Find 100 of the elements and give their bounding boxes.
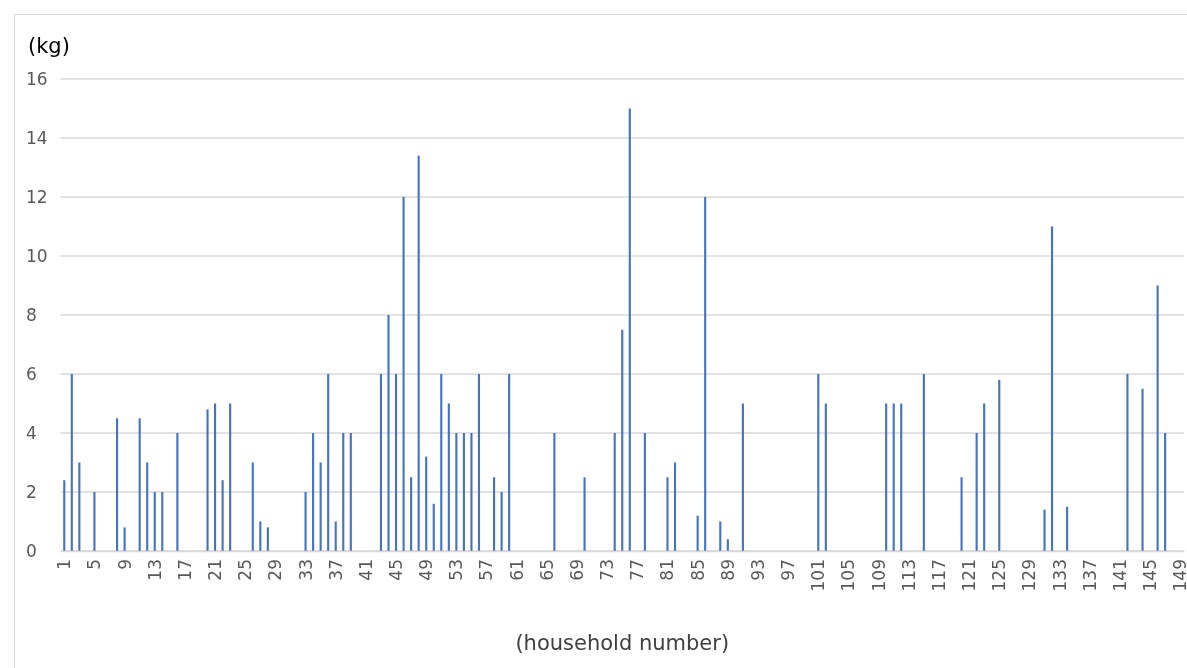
x-tick-label: 5 xyxy=(84,559,105,570)
bar xyxy=(78,462,81,551)
y-tick-label: 4 xyxy=(26,422,37,443)
bar xyxy=(508,374,511,551)
x-tick-label: 77 xyxy=(627,559,648,581)
x-tick-label: 25 xyxy=(235,559,256,581)
bar xyxy=(613,433,616,551)
x-tick-label: 149 xyxy=(1170,559,1187,592)
x-tick-label: 85 xyxy=(687,559,708,581)
bar xyxy=(817,374,820,551)
bar xyxy=(628,108,631,551)
y-axis-title: (kg) xyxy=(28,34,70,58)
bar xyxy=(696,515,699,551)
x-tick-label: 89 xyxy=(717,559,738,581)
y-tick-label: 0 xyxy=(26,540,37,561)
bar xyxy=(334,521,337,551)
bar xyxy=(447,403,450,551)
bar xyxy=(666,477,669,551)
x-tick-label: 145 xyxy=(1140,559,1161,592)
x-tick-label: 137 xyxy=(1079,559,1100,592)
x-tick-label: 125 xyxy=(989,559,1010,592)
bar xyxy=(417,155,420,551)
bar xyxy=(402,197,405,551)
bar xyxy=(922,374,925,551)
bar xyxy=(1066,506,1069,551)
bar xyxy=(304,492,307,551)
bar xyxy=(621,329,624,551)
bar xyxy=(470,433,473,551)
bar xyxy=(259,521,262,551)
bar xyxy=(349,433,352,551)
x-tick-label: 81 xyxy=(657,559,678,581)
x-axis-title: (household number) xyxy=(515,631,730,655)
y-tick-label: 8 xyxy=(26,304,37,325)
bar xyxy=(153,492,156,551)
x-tick-label: 53 xyxy=(446,559,467,581)
bar xyxy=(704,197,707,551)
bar xyxy=(477,374,481,551)
bar xyxy=(1164,433,1167,551)
bar xyxy=(1141,388,1144,551)
bar xyxy=(206,409,209,551)
bar xyxy=(425,456,428,551)
x-tick-label: 109 xyxy=(868,559,889,592)
bar xyxy=(319,462,322,551)
x-tick-label: 21 xyxy=(205,559,226,581)
bar xyxy=(998,379,1001,551)
bar xyxy=(251,462,254,551)
bar xyxy=(983,403,986,551)
bar xyxy=(116,418,119,551)
x-tick-label: 37 xyxy=(325,559,346,581)
bar xyxy=(1050,226,1054,551)
x-tick-label: 29 xyxy=(265,559,286,581)
bar xyxy=(583,477,586,551)
bar xyxy=(63,480,66,551)
bar xyxy=(900,403,903,551)
x-tick-label: 117 xyxy=(928,559,949,592)
x-tick-label: 141 xyxy=(1109,559,1130,592)
bar xyxy=(726,539,729,551)
x-tick-label: 129 xyxy=(1019,559,1040,592)
bar xyxy=(266,527,269,551)
y-tick-label: 2 xyxy=(26,481,37,502)
bar xyxy=(138,418,141,551)
bar xyxy=(1126,374,1129,551)
bar xyxy=(462,433,465,551)
x-tick-label: 133 xyxy=(1049,559,1070,592)
bar xyxy=(440,374,443,551)
x-tick-label: 1 xyxy=(54,559,75,570)
x-tick-label: 101 xyxy=(808,559,829,592)
bar xyxy=(146,462,149,551)
x-tick-label: 93 xyxy=(747,559,768,581)
x-tick-label: 9 xyxy=(114,559,135,570)
x-tick-label: 57 xyxy=(476,559,497,581)
y-tick-label: 6 xyxy=(26,363,37,384)
bar xyxy=(975,433,978,551)
bar xyxy=(176,433,179,551)
bar xyxy=(312,433,315,551)
bar xyxy=(70,374,73,551)
bar xyxy=(221,480,224,551)
y-tick-label: 12 xyxy=(26,186,48,207)
bar xyxy=(161,492,164,551)
y-tick-label: 14 xyxy=(26,127,48,148)
x-tick-label: 105 xyxy=(838,559,859,592)
x-tick-label: 113 xyxy=(898,559,919,592)
bar xyxy=(885,403,888,551)
x-tick-label: 73 xyxy=(597,559,618,581)
bar xyxy=(719,521,722,551)
bar xyxy=(643,433,646,551)
bar xyxy=(214,403,217,551)
x-tick-label: 17 xyxy=(174,559,195,581)
bar xyxy=(553,433,556,551)
bar xyxy=(410,477,413,551)
bar xyxy=(960,477,963,551)
bar xyxy=(892,403,895,551)
x-tick-label: 65 xyxy=(536,559,557,581)
bar xyxy=(493,477,496,551)
bar xyxy=(342,433,345,551)
x-tick-label: 121 xyxy=(959,559,980,592)
bar xyxy=(455,433,458,551)
y-tick-label: 16 xyxy=(26,68,48,89)
bar xyxy=(379,374,383,551)
bar xyxy=(327,374,330,551)
